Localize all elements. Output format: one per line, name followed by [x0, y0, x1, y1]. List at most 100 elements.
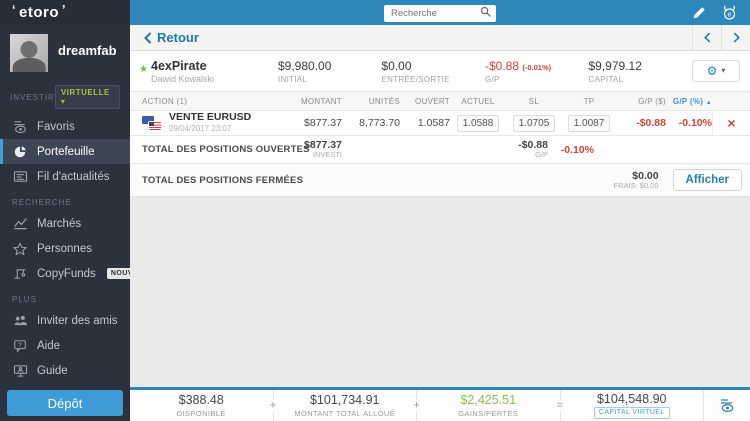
compose-pencil-icon[interactable]: [692, 6, 706, 20]
nouveau-badge: NOUVEAU: [106, 268, 130, 279]
search-input[interactable]: [384, 5, 496, 22]
col-tp[interactable]: TP: [583, 96, 595, 106]
profile-block[interactable]: dreamfab: [0, 25, 130, 76]
star-icon: [12, 242, 28, 256]
col-ouvert[interactable]: OUVERT: [415, 96, 450, 106]
cell-sl-field[interactable]: 1.0705: [513, 114, 555, 132]
user-avatar[interactable]: [10, 34, 48, 72]
sidebar-item-label: Inviter des amis: [37, 314, 118, 327]
col-sl[interactable]: SL: [528, 96, 540, 106]
plus-operator: +: [266, 398, 280, 411]
back-strip: Retour: [130, 25, 750, 51]
footer-divider: +: [410, 390, 423, 421]
next-trader-button[interactable]: [721, 25, 750, 50]
stat-gp: -$0.88 (-0.01%) G/P: [485, 59, 589, 84]
copyfunds-crane-icon: [12, 267, 28, 280]
cell-tp-field[interactable]: 1.0087: [568, 114, 610, 132]
position-row[interactable]: VENTE EURUSD 09/04/2017 23:07 $877.37 8,…: [130, 111, 750, 136]
footer-label: GAINS/PERTES: [458, 408, 519, 418]
cell-ouvert: 1.0587: [417, 117, 450, 129]
sidebar-item-portefeuille[interactable]: Portefeuille: [0, 139, 130, 164]
svg-text:?: ?: [18, 341, 22, 348]
chevron-down-icon: ▾: [721, 66, 726, 75]
topbar: e: [130, 0, 750, 25]
topbar-icons: e: [692, 5, 750, 21]
total-open-gp: -$0.88 G/P: [498, 139, 548, 160]
section-label-recherche: RECHERCHE: [12, 198, 72, 207]
etoro-logo[interactable]: etoro: [0, 0, 130, 25]
footer-divider: +: [266, 390, 280, 421]
position-name: VENTE EURUSD: [169, 111, 252, 124]
col-unites[interactable]: UNITÉS: [368, 96, 400, 106]
sidebar-item-inviter-amis[interactable]: Inviter des amis: [0, 308, 130, 333]
member-star-icon: ★: [139, 64, 148, 75]
col-actuel[interactable]: ACTUEL: [461, 96, 495, 106]
sidebar-item-label: Portefeuille: [37, 145, 95, 158]
total-closed-values: $0.00 FRAIS: $0.00: [614, 170, 673, 191]
sort-asc-icon: ▲: [705, 99, 712, 106]
col-montant[interactable]: MONTANT: [300, 96, 342, 106]
section-label-investir: INVESTIR: [10, 92, 55, 102]
gp-label: G/P: [535, 150, 548, 160]
footer-label: DISPONIBLE: [176, 408, 226, 418]
trader-username: 4exPirate: [151, 58, 207, 73]
back-button[interactable]: Retour: [130, 25, 213, 50]
cell-montant: $877.37: [304, 117, 342, 129]
footer-value: $388.48: [178, 393, 224, 408]
sidebar-item-favoris[interactable]: Favoris: [0, 114, 130, 139]
total-open-label: TOTAL DES POSITIONS OUVERTES: [142, 144, 310, 155]
empty-area: [130, 197, 750, 387]
col-gp-pct[interactable]: G/P (%) ▲: [666, 97, 712, 106]
col-label: G/P (%): [672, 96, 704, 106]
sidebar-item-guide[interactable]: Guide: [0, 358, 130, 383]
newsfeed-icon: [12, 170, 28, 183]
back-label: Retour: [157, 30, 199, 45]
stat-extra: (-0.01%): [522, 62, 552, 72]
pie-chart-icon: [12, 145, 28, 159]
trader-pager: [692, 25, 750, 50]
trader-summary: ★ 4exPirate Dawid Kowalski $9,980.00 INI…: [130, 51, 750, 92]
invested-value: $877.37: [304, 139, 342, 152]
eu-flag-icon: [142, 116, 154, 124]
virtual-mode-dropdown[interactable]: VIRTUELLE ▾: [54, 85, 120, 109]
sidebar-item-label: Personnes: [37, 242, 92, 255]
watchlist-eye-icon: [12, 120, 28, 134]
total-closed-label: TOTAL DES POSITIONS FERMÉES: [142, 174, 304, 186]
sidebar-item-retirer-fonds[interactable]: Retirer des fonds: [0, 383, 130, 385]
equals-operator: =: [553, 398, 567, 411]
gp-value: -$0.88: [518, 139, 548, 152]
etoro-bull-icon[interactable]: e: [721, 5, 738, 21]
sidebar-item-marches[interactable]: Marchés: [0, 211, 130, 236]
trader-settings-button[interactable]: ⚙ ▾: [692, 60, 740, 82]
sidebar-item-fil-actualites[interactable]: Fil d'actualités: [0, 164, 130, 189]
sidebar-item-copyfunds[interactable]: CopyFunds NOUVEAU: [0, 261, 130, 286]
help-bubble-icon: ?: [12, 339, 28, 353]
close-position-icon[interactable]: ×: [727, 115, 736, 131]
mode-label: VIRTUELLE: [60, 88, 110, 97]
col-action[interactable]: ACTION (1): [142, 96, 188, 106]
position-instrument[interactable]: VENTE EURUSD 09/04/2017 23:07: [130, 112, 280, 133]
us-flag-icon: [149, 122, 161, 130]
invite-friends-icon: [12, 314, 28, 327]
footer-montant-alloue: $101,734.91 MONTANT TOTAL ALLOUÉ: [274, 390, 417, 421]
cell-actuel[interactable]: 1.0588: [457, 114, 499, 132]
stat-value: -$0.88: [485, 58, 520, 73]
col-gp-usd[interactable]: G/P ($): [638, 96, 666, 106]
gear-icon: ⚙: [706, 64, 718, 78]
search-icon[interactable]: [480, 6, 491, 17]
closed-fees: FRAIS: $0.00: [613, 180, 659, 190]
trader-stats: $9,980.00 INITIAL $0.00 ENTRÉE/SORTIE -$…: [278, 59, 692, 84]
toggle-visibility-button[interactable]: [703, 390, 750, 421]
stat-label: G/P: [485, 74, 500, 84]
sidebar-item-label: CopyFunds: [37, 267, 96, 280]
sidebar-item-aide[interactable]: ? Aide: [0, 333, 130, 358]
chevron-right-icon: [733, 32, 740, 43]
prev-trader-button[interactable]: [692, 25, 721, 50]
trader-identity[interactable]: ★ 4exPirate Dawid Kowalski: [130, 59, 278, 84]
sidebar-item-label: Favoris: [37, 120, 75, 133]
deposit-button[interactable]: Dépôt: [7, 390, 123, 416]
guide-screen-icon: [12, 364, 28, 377]
sidebar-item-personnes[interactable]: Personnes: [0, 236, 130, 261]
show-closed-button[interactable]: Afficher: [672, 169, 742, 191]
footer-value: $101,734.91: [309, 393, 380, 408]
